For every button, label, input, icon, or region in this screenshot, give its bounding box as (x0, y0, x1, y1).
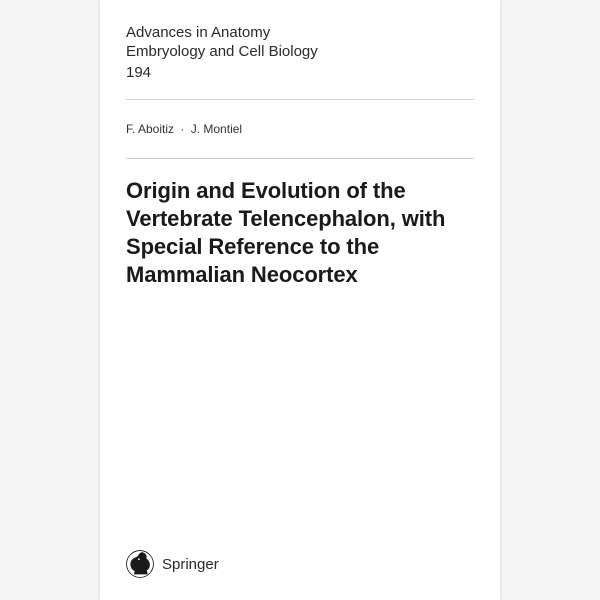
series-header: Advances in Anatomy Embryology and Cell … (100, 0, 500, 81)
series-line2: Embryology and Cell Biology (126, 43, 318, 60)
publisher-footer: Springer (100, 550, 500, 600)
author-1: F. Aboitiz (126, 122, 174, 136)
series-title: Advances in Anatomy Embryology and Cell … (126, 24, 474, 62)
series-volume: 194 (126, 64, 474, 81)
book-cover: Advances in Anatomy Embryology and Cell … (100, 0, 500, 600)
spacer (100, 289, 500, 550)
page-container: Advances in Anatomy Embryology and Cell … (0, 0, 600, 600)
author-2: J. Montiel (191, 122, 242, 136)
book-title: Origin and Evolution of the Vertebrate T… (126, 177, 474, 290)
title-block: Origin and Evolution of the Vertebrate T… (100, 159, 500, 290)
author-separator: · (180, 122, 184, 136)
series-line1: Advances in Anatomy (126, 24, 270, 41)
publisher-name: Springer (162, 556, 219, 573)
springer-horse-icon (126, 550, 154, 578)
authors-block: F. Aboitiz · J. Montiel (100, 100, 500, 136)
